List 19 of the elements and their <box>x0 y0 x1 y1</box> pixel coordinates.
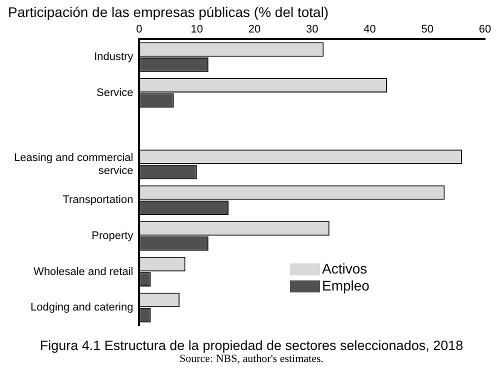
x-tick-label: 10 <box>190 24 203 36</box>
chart-title: Participación de las empresas públicas (% del total) <box>8 4 330 20</box>
y-tick-label: Transportation <box>62 194 134 206</box>
y-tick-label: Service <box>96 86 134 99</box>
y-tick-label: Property <box>92 230 134 242</box>
y-tick-label: Wholesale and retail <box>34 266 134 278</box>
y-tick-label: Lodging and catering <box>30 302 134 314</box>
text: Figura 4.1 Estructura de la propiedad de sectores seleccionados, 2018 <box>38 338 464 353</box>
y-tick-label: Leasing and commercial service <box>14 152 134 178</box>
legend-label: Activos <box>322 260 368 276</box>
source-note: Source: NBS, author's estimates. <box>178 353 325 365</box>
x-tick-label: 30 <box>306 24 318 36</box>
x-tick-label: 20 <box>248 24 261 36</box>
legend-label: Empleo <box>322 277 370 294</box>
x-tick-label: 0 <box>136 24 142 36</box>
x-tick-label: 40 <box>364 24 376 36</box>
x-tick-label: 50 <box>421 24 434 36</box>
x-tick-label: 60 <box>478 24 492 36</box>
y-tick-label: Industry <box>94 51 134 64</box>
